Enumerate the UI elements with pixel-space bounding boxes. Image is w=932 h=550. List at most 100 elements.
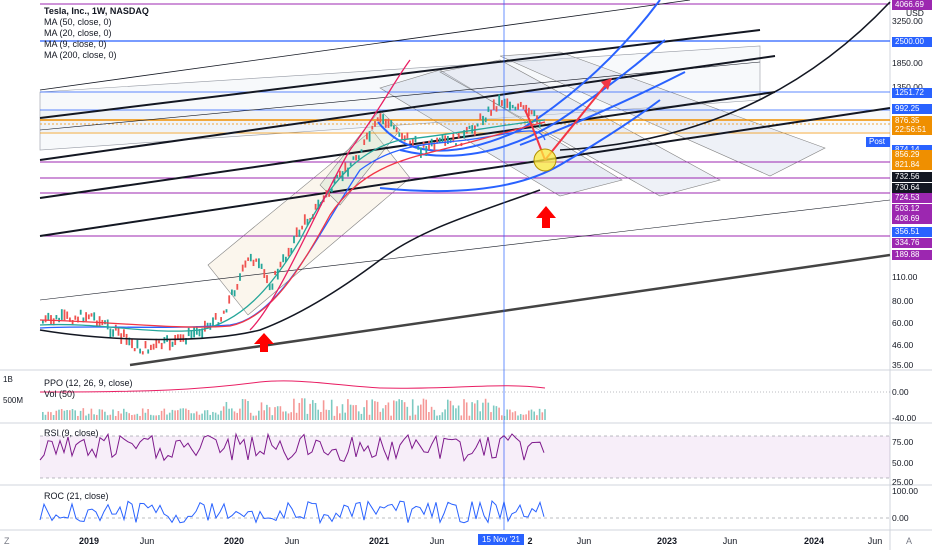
candle — [201, 328, 204, 339]
volume-bar — [201, 413, 203, 420]
trend-lines[interactable] — [39, 0, 891, 367]
volume-bar — [333, 415, 336, 420]
blue-arcs[interactable] — [377, 0, 686, 193]
volume-bar — [58, 409, 60, 420]
candle — [441, 134, 444, 143]
volume-bar — [425, 399, 427, 420]
volume-bar — [336, 406, 338, 420]
candle — [463, 130, 465, 139]
volume-bar — [376, 401, 379, 420]
candle — [390, 120, 393, 127]
indicator-ma200[interactable]: MA (200, close, 0) — [44, 50, 117, 60]
volume-bar — [60, 409, 63, 420]
candle — [398, 132, 401, 137]
candle — [468, 125, 471, 129]
candle — [268, 284, 271, 291]
volume-bar — [179, 408, 182, 420]
annotations[interactable] — [254, 78, 612, 352]
volume-bar — [317, 409, 319, 420]
volume-bar — [312, 400, 314, 420]
volume-bar — [260, 402, 263, 420]
candle — [139, 348, 141, 354]
candle — [225, 309, 228, 313]
candle — [141, 351, 144, 355]
candle — [222, 310, 225, 314]
indicator-ma20[interactable]: MA (20, close, 0) — [44, 28, 112, 38]
volume-bar — [395, 401, 398, 420]
candle — [393, 125, 395, 130]
candle — [260, 263, 263, 269]
candle — [366, 132, 368, 140]
volume-bar — [468, 415, 471, 420]
volume-bar — [52, 415, 55, 420]
candle — [63, 309, 66, 321]
candle — [266, 275, 268, 284]
time-label: Jun — [867, 536, 883, 546]
volume-bar — [174, 410, 176, 420]
volume-title[interactable]: Vol (50) — [44, 389, 76, 399]
volume-bar — [82, 408, 85, 420]
zoom-toggle[interactable]: Z — [4, 536, 10, 546]
candle — [249, 253, 252, 262]
volume-bar — [117, 411, 120, 420]
price-tick: 1350.00 — [892, 82, 923, 92]
candle — [522, 105, 525, 110]
candle — [447, 135, 449, 145]
candle — [382, 114, 384, 125]
candle — [60, 309, 63, 320]
roc-title[interactable]: ROC (21, close) — [44, 491, 109, 501]
volume-bar — [104, 411, 106, 420]
candle — [387, 118, 390, 128]
volume-bar — [484, 398, 487, 420]
horizontal-levels[interactable] — [40, 3, 890, 237]
candle — [360, 149, 363, 153]
candle — [258, 258, 260, 269]
volume-bar — [141, 408, 144, 420]
volume-bar — [87, 413, 90, 420]
currency-label[interactable]: USD — [906, 8, 924, 18]
volume-bar — [133, 414, 136, 420]
time-label: 2023 — [656, 536, 678, 546]
volume-scale-1b: 1B — [3, 375, 13, 384]
candle — [47, 312, 50, 321]
volume-bar — [120, 413, 122, 420]
candle — [328, 189, 330, 197]
auto-scale-toggle[interactable]: A — [906, 536, 913, 546]
price-tick: 35.00 — [892, 360, 914, 370]
candle — [306, 218, 309, 226]
volume-bar — [182, 408, 184, 420]
candle — [341, 171, 344, 182]
volume-bar — [90, 408, 93, 420]
volume-bar — [206, 410, 209, 420]
candle — [490, 109, 492, 116]
price-badge: 189.88 — [892, 250, 932, 260]
price-badge: Post — [866, 137, 890, 147]
ppo-title[interactable]: PPO (12, 26, 9, close) — [44, 378, 133, 388]
volume-bar — [293, 398, 295, 420]
volume-bar — [417, 405, 419, 420]
candle — [123, 329, 125, 338]
volume-bar — [193, 413, 195, 420]
volume-bar — [414, 414, 417, 420]
candle — [376, 117, 379, 122]
price-tick: 46.00 — [892, 340, 914, 350]
volume-bar — [276, 406, 279, 420]
candle — [371, 125, 374, 130]
candle — [301, 225, 303, 230]
rsi-title[interactable]: RSI (9, close) — [44, 428, 99, 438]
candle — [166, 335, 168, 342]
time-label: Jun — [139, 536, 155, 546]
price-badge: 503.12 — [892, 204, 932, 214]
candle — [187, 327, 190, 337]
volume-bar — [128, 413, 130, 420]
candle — [271, 283, 274, 290]
time-label: Jun — [429, 536, 445, 546]
volume-bar — [476, 400, 479, 420]
indicator-ma50[interactable]: MA (50, close, 0) — [44, 17, 112, 27]
volume-bar — [487, 402, 490, 420]
indicator-ma9[interactable]: MA (9, close, 0) — [44, 39, 107, 49]
candle — [44, 315, 47, 323]
volume-bar — [85, 415, 87, 420]
candle — [503, 98, 506, 109]
